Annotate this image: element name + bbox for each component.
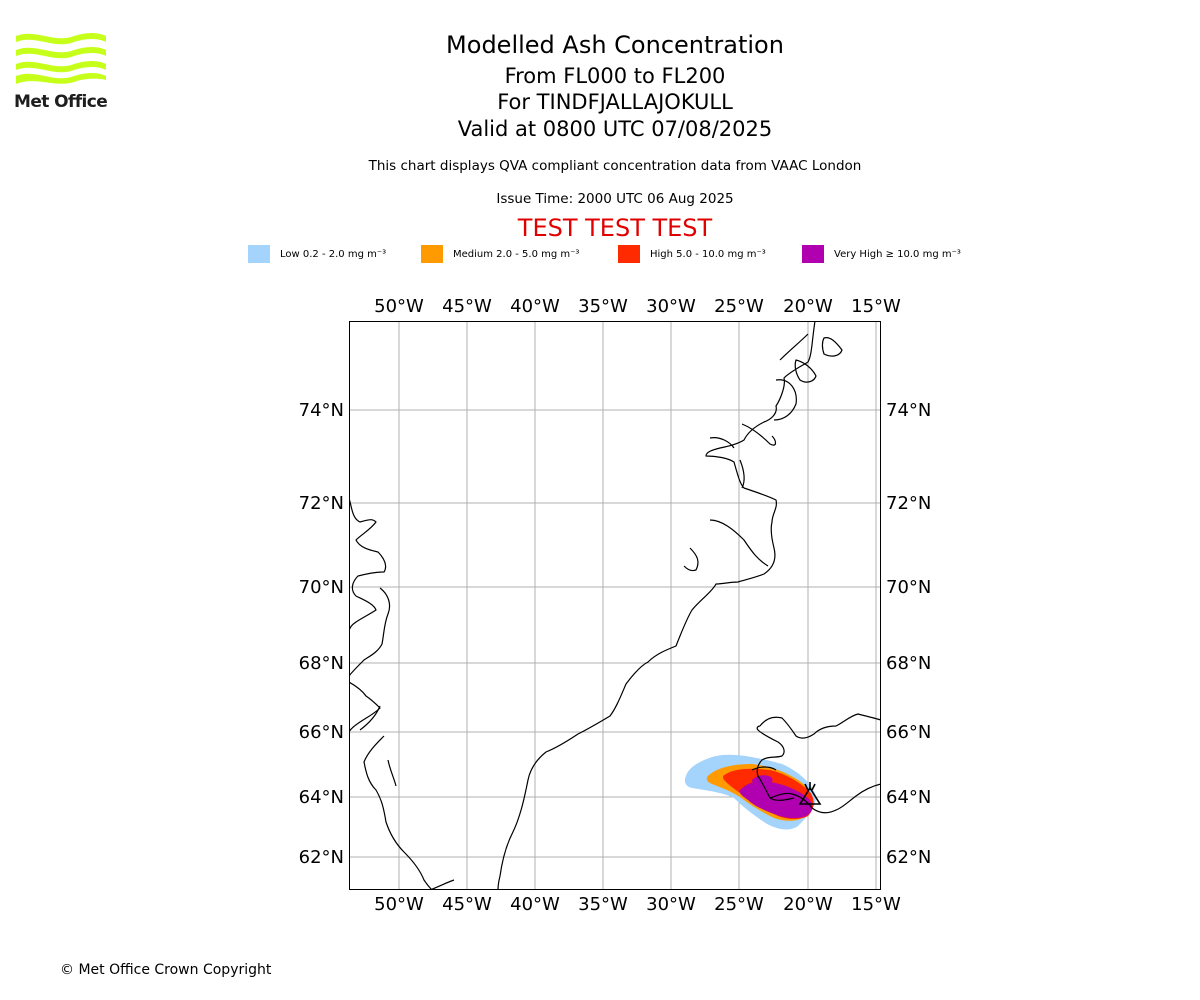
lon-label-bottom: 35°W bbox=[578, 894, 628, 915]
lon-label-top: 25°W bbox=[714, 296, 764, 317]
coastlines bbox=[349, 321, 881, 890]
logo-text: Met Office bbox=[14, 92, 108, 112]
legend-item-very-high: Very High ≥ 10.0 mg m⁻³ bbox=[802, 244, 961, 264]
copyright-notice: © Met Office Crown Copyright bbox=[60, 962, 272, 978]
lat-label-right: 62°N bbox=[886, 847, 931, 868]
lat-label-left: 66°N bbox=[299, 722, 344, 743]
issue-time: Issue Time: 2000 UTC 06 Aug 2025 bbox=[496, 191, 734, 207]
legend-label-very-high: Very High ≥ 10.0 mg m⁻³ bbox=[834, 248, 961, 260]
lat-label-right: 74°N bbox=[886, 400, 931, 421]
coast-iceland bbox=[756, 713, 881, 814]
volcano-name: For TINDFJALLAJOKULL bbox=[497, 90, 733, 114]
ash-plume bbox=[684, 754, 816, 830]
legend: Low 0.2 - 2.0 mg m⁻³ Medium 2.0 - 5.0 mg… bbox=[0, 244, 1200, 264]
coast-greenland-west-5 bbox=[363, 735, 433, 890]
lat-labels-right: 74°N 72°N 70°N 68°N 66°N 64°N 62°N bbox=[886, 400, 931, 868]
lon-label-bottom: 30°W bbox=[646, 894, 696, 915]
legend-label-high: High 5.0 - 10.0 mg m⁻³ bbox=[650, 248, 766, 260]
lat-label-left: 64°N bbox=[299, 787, 344, 808]
lat-label-right: 66°N bbox=[886, 722, 931, 743]
lon-label-top: 20°W bbox=[783, 296, 833, 317]
lon-label-top: 50°W bbox=[374, 296, 424, 317]
lon-label-bottom: 40°W bbox=[510, 894, 560, 915]
coast-iceland-reykjanes bbox=[769, 797, 795, 801]
lon-labels-top: 50°W 45°W 40°W 35°W 30°W 25°W 20°W 15°W bbox=[374, 296, 901, 317]
coast-greenland-fjord-5 bbox=[739, 459, 745, 489]
ash-area-very-high-2 bbox=[752, 775, 773, 786]
coast-greenland-fjord-2 bbox=[773, 379, 797, 421]
chart-title: Modelled Ash Concentration bbox=[446, 31, 784, 59]
lat-label-left: 70°N bbox=[299, 577, 344, 598]
coast-islands-ne bbox=[821, 337, 843, 357]
lat-label-right: 64°N bbox=[886, 787, 931, 808]
met-office-logo: Met Office bbox=[14, 30, 108, 112]
coast-greenland-east bbox=[497, 321, 816, 890]
lat-label-right: 72°N bbox=[886, 493, 931, 514]
test-banner: TEST TEST TEST bbox=[517, 214, 713, 242]
coast-greenland-west-2 bbox=[349, 587, 391, 677]
lat-label-left: 72°N bbox=[299, 493, 344, 514]
flight-level-range: From FL000 to FL200 bbox=[504, 64, 726, 88]
coast-greenland-west-3 bbox=[349, 681, 381, 733]
coast-greenland-fjord-6 bbox=[709, 519, 769, 567]
legend-swatch-low bbox=[248, 245, 270, 263]
lat-labels-left: 74°N 72°N 70°N 68°N 66°N 64°N 62°N bbox=[299, 400, 344, 868]
lat-label-left: 74°N bbox=[299, 400, 344, 421]
lon-label-top: 15°W bbox=[851, 296, 901, 317]
legend-item-low: Low 0.2 - 2.0 mg m⁻³ bbox=[248, 244, 386, 264]
lat-label-right: 68°N bbox=[886, 653, 931, 674]
legend-item-high: High 5.0 - 10.0 mg m⁻³ bbox=[618, 244, 766, 264]
coast-greenland-fjord-4 bbox=[709, 437, 735, 449]
lat-label-right: 70°N bbox=[886, 577, 931, 598]
coast-greenland-west-4 bbox=[359, 705, 381, 731]
lon-label-top: 40°W bbox=[510, 296, 560, 317]
coast-greenland-fjord-7 bbox=[683, 547, 699, 572]
lon-label-top: 35°W bbox=[578, 296, 628, 317]
lon-labels-bottom: 50°W 45°W 40°W 35°W 30°W 25°W 20°W 15°W bbox=[374, 894, 901, 915]
lon-label-bottom: 50°W bbox=[374, 894, 424, 915]
chart-description: This chart displays QVA compliant concen… bbox=[368, 158, 862, 174]
coast-greenland-west bbox=[349, 497, 387, 633]
lat-label-left: 62°N bbox=[299, 847, 344, 868]
lon-label-bottom: 25°W bbox=[714, 894, 764, 915]
lat-label-left: 68°N bbox=[299, 653, 344, 674]
legend-label-medium: Medium 2.0 - 5.0 mg m⁻³ bbox=[453, 248, 580, 260]
legend-label-low: Low 0.2 - 2.0 mg m⁻³ bbox=[280, 248, 387, 260]
met-office-wave-icon bbox=[16, 33, 106, 84]
map-frame bbox=[349, 321, 881, 890]
lon-label-bottom: 45°W bbox=[442, 894, 492, 915]
coast-greenland-south bbox=[429, 879, 455, 890]
legend-swatch-high bbox=[618, 245, 640, 263]
lon-label-top: 45°W bbox=[442, 296, 492, 317]
legend-item-medium: Medium 2.0 - 5.0 mg m⁻³ bbox=[421, 244, 579, 264]
coast-greenland-fjord-1 bbox=[779, 333, 809, 361]
volcano-triangle-icon bbox=[798, 782, 822, 805]
coast-greenland-west-6 bbox=[387, 759, 397, 787]
valid-time: Valid at 0800 UTC 07/08/2025 bbox=[457, 117, 773, 141]
legend-swatch-very-high bbox=[802, 245, 824, 263]
lon-label-bottom: 20°W bbox=[783, 894, 833, 915]
lon-label-bottom: 15°W bbox=[851, 894, 901, 915]
coast-islands-ne-2 bbox=[794, 359, 817, 383]
coast-iceland-west-peninsula bbox=[751, 766, 777, 771]
lon-label-top: 30°W bbox=[646, 296, 696, 317]
coast-greenland-fjord-3 bbox=[741, 423, 777, 446]
legend-swatch-medium bbox=[421, 245, 443, 263]
